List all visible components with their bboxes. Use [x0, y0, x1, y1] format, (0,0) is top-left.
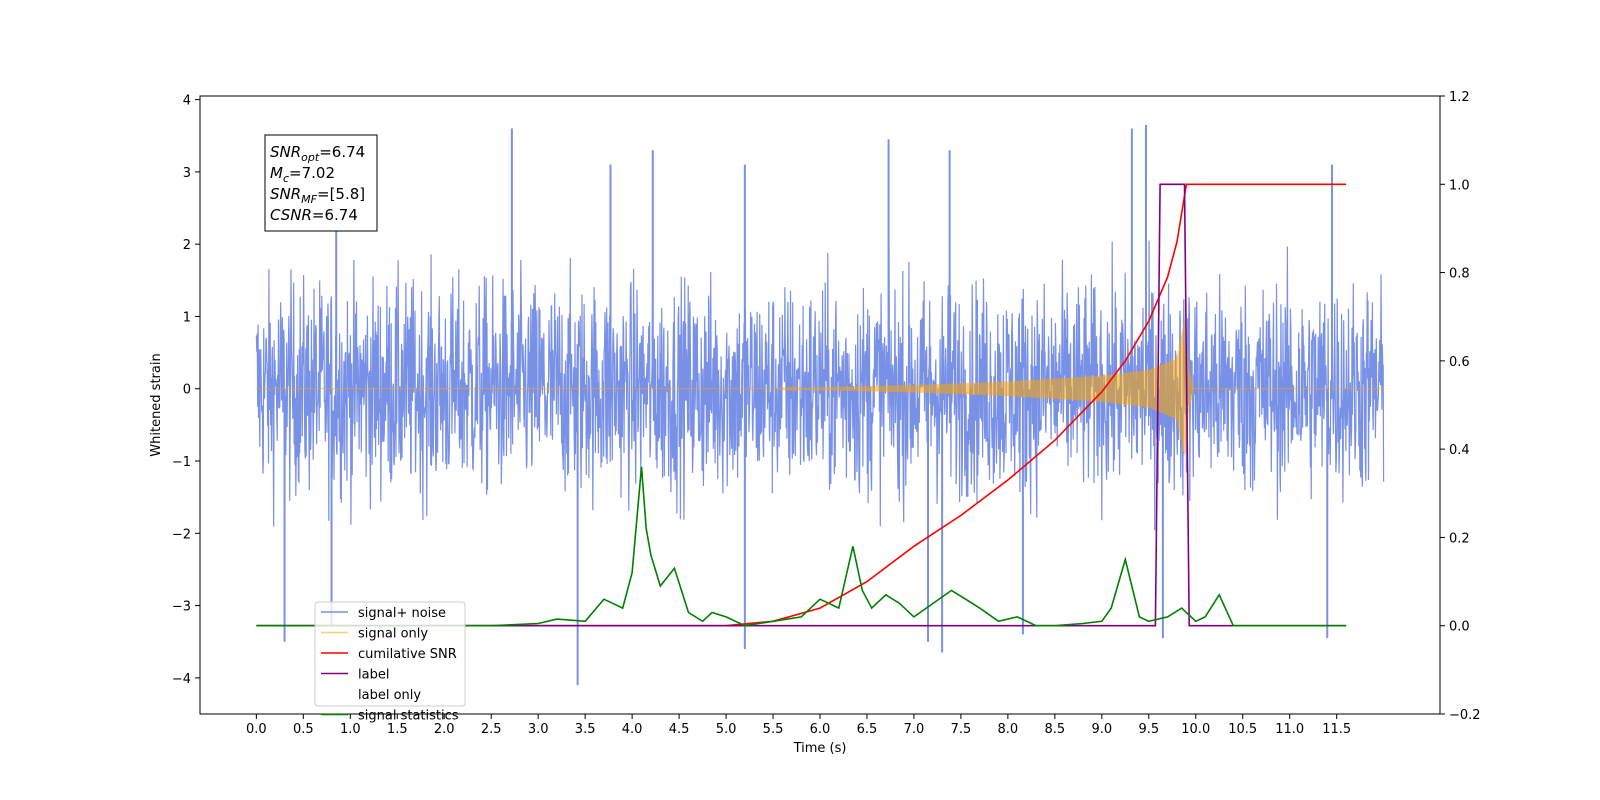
x-tick-label: 5.5	[763, 722, 784, 737]
x-tick-label: 9.0	[1091, 722, 1112, 737]
y-tick-label-right: −0.2	[1449, 708, 1481, 723]
x-tick-label: 8.0	[998, 722, 1019, 737]
x-tick-label: 3.5	[575, 722, 596, 737]
y-tick-label-right: 0.4	[1449, 443, 1470, 458]
x-tick-label: 11.0	[1275, 722, 1304, 737]
x-tick-label: 1.0	[340, 722, 361, 737]
y-tick-label-left: 3	[183, 166, 191, 181]
annotation-value: =7.02	[289, 164, 335, 182]
x-tick-label: 10.5	[1228, 722, 1257, 737]
x-tick-label: 7.5	[951, 722, 972, 737]
legend-frame	[314, 601, 466, 707]
y-axis-label: Whitened strain	[149, 353, 164, 456]
x-axis-label: Time (s)	[793, 741, 847, 756]
x-tick-label: 4.5	[669, 722, 690, 737]
y-axis-left: 4 3 2 1 0 −1 −2 −3 −4	[172, 94, 200, 687]
x-tick-label: 6.0	[810, 722, 831, 737]
y-tick-label-left: −4	[172, 672, 191, 687]
y-tick-label-left: 4	[183, 94, 191, 109]
annotation-line: SNRopt=6.74	[270, 143, 365, 164]
series-signal-only-trace	[256, 320, 1384, 456]
y-tick-label-left: −1	[172, 455, 191, 470]
y-tick-label-right: 0.2	[1449, 531, 1470, 546]
x-tick-label: 9.5	[1138, 722, 1159, 737]
series-cumilative-snr-line	[256, 183, 1347, 627]
y-tick-label-left: 2	[183, 238, 191, 253]
y-tick-label-right: 1.2	[1449, 90, 1470, 105]
annotation-frame	[264, 134, 378, 232]
series-label-line	[256, 183, 1347, 627]
series-signal-noise-trace	[255, 235, 1385, 531]
legend: signal+ noise signal only cumilative SNR la…	[314, 601, 466, 724]
annotation-value: =[5.8]	[317, 185, 365, 203]
annotation-subscript: MF	[301, 193, 317, 206]
y-tick-label-left: −2	[172, 527, 191, 542]
annotation-line: CSNR=6.74	[270, 206, 358, 224]
annotation-line: Mc=7.02	[270, 164, 335, 185]
legend-label: signal only	[358, 627, 428, 642]
y-axis-right: 1.2 1.0 0.8 0.6 0.4 0.2 0.0 −0.2	[1440, 90, 1481, 723]
x-tick-label: 3.0	[528, 722, 549, 737]
legend-label: signal+ noise	[358, 606, 446, 621]
x-tick-label: 11.5	[1322, 722, 1351, 737]
annotation-symbol: SNR	[270, 143, 301, 161]
y-tick-label-right: 0.8	[1449, 267, 1470, 282]
y-tick-label-left: 1	[183, 310, 191, 325]
y-tick-label-right: 1.0	[1449, 178, 1470, 193]
y-tick-label-right: 0.6	[1449, 355, 1470, 370]
x-tick-label: 7.0	[904, 722, 925, 737]
annotation-value: =6.74	[312, 206, 358, 224]
x-axis: 0.0 0.5 1.0 1.5 2.0 2.5 3.0 3.5 4.0 4.5 5.0 5.5 6.0 6…	[246, 714, 1351, 737]
annotation-symbol: SNR	[270, 185, 301, 203]
annotation-line: SNRMF=[5.8]	[270, 185, 365, 206]
series-layer	[255, 124, 1385, 686]
legend-label: label only	[358, 688, 421, 703]
annotation-value: =6.74	[319, 143, 365, 161]
x-tick-label: 4.0	[622, 722, 643, 737]
x-tick-label: 10.0	[1181, 722, 1210, 737]
annotation-subscript: c	[283, 172, 289, 185]
annotation-symbol: CSNR	[270, 206, 312, 224]
series-signal-statistics-line	[256, 466, 1347, 627]
x-tick-label: 2.0	[434, 722, 455, 737]
legend-label: cumilative SNR	[358, 647, 457, 662]
legend-label: signal statistics	[358, 709, 459, 724]
x-tick-label: 0.5	[293, 722, 314, 737]
x-tick-label: 2.5	[481, 722, 502, 737]
x-tick-label: 8.5	[1045, 722, 1066, 737]
x-tick-label: 0.0	[246, 722, 267, 737]
annotation-subscript: opt	[301, 151, 320, 164]
annotation-symbol: M	[270, 164, 283, 182]
x-tick-label: 1.5	[387, 722, 408, 737]
y-tick-label-left: 0	[183, 383, 191, 398]
x-tick-label: 5.0	[716, 722, 737, 737]
y-tick-label-left: −3	[172, 600, 191, 615]
legend-label: label	[358, 668, 389, 683]
x-tick-label: 6.5	[857, 722, 878, 737]
y-tick-label-right: 0.0	[1449, 620, 1470, 635]
